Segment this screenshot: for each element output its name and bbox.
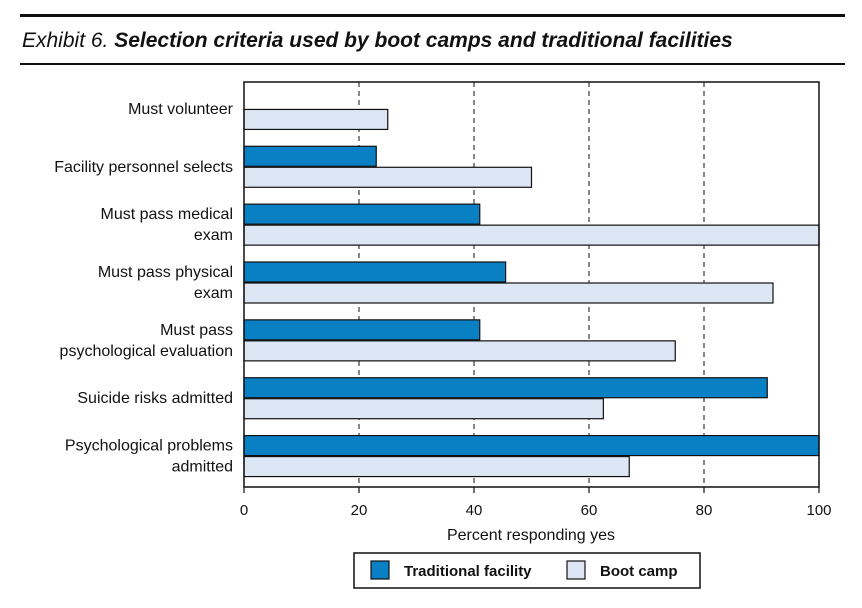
plot-frame: [243, 81, 820, 488]
category-label-line: Facility personnel selects: [54, 159, 233, 176]
legend-swatch-boot-camp: [566, 560, 586, 580]
category-label-line: Suicide risks admitted: [77, 390, 233, 407]
bar-traditional-facility-must-pass-psychological-evaluation: [243, 319, 481, 341]
bar-traditional-facility-must-pass-medical-exam: [243, 203, 481, 225]
category-label-line: Must pass physical: [98, 264, 233, 281]
legend-box: [353, 552, 701, 589]
bar-boot-camp-suicide-risks-admitted: [243, 398, 604, 420]
title-rule-bottom: [20, 63, 845, 65]
category-label-line: psychological evaluation: [60, 343, 233, 360]
category-label-facility-personnel-selects: Facility personnel selects: [54, 159, 233, 176]
bar-boot-camp-must-pass-psychological-evaluation: [243, 340, 676, 362]
x-tick-label-20: 20: [351, 502, 368, 519]
category-label-suicide-risks-admitted: Suicide risks admitted: [77, 390, 233, 407]
category-label-must-pass-medical-exam: Must pass medical exam: [101, 206, 234, 244]
category-label-line: Must volunteer: [128, 101, 234, 118]
x-tick-label-40: 40: [466, 502, 483, 519]
category-label-line: exam: [194, 285, 233, 302]
title-main: Selection criteria used by boot camps an…: [114, 29, 733, 52]
category-label-line: Psychological problems: [65, 438, 233, 455]
category-label-line: Must pass medical: [101, 206, 234, 223]
category-label-line: Must pass: [160, 322, 233, 339]
x-tick-label-60: 60: [581, 502, 598, 519]
legend-swatch-traditional-facility: [370, 560, 390, 580]
category-label-must-pass-physical-exam: Must pass physical exam: [98, 264, 233, 302]
category-label-line: exam: [194, 227, 233, 244]
category-label-line: admitted: [172, 459, 233, 476]
bar-traditional-facility-facility-personnel-selects: [243, 145, 377, 167]
category-labels: Must volunteer Facility personnel selects…: [54, 101, 233, 476]
bar-boot-camp-psychological-problems-admitted: [243, 455, 630, 478]
title-rule-top: [20, 14, 845, 17]
category-label-must-pass-psychological-evaluation: Must pass psychological evaluation: [60, 322, 233, 360]
x-axis-ticks: 0 20 40 60 80 100: [240, 487, 832, 519]
bar-traditional-facility-suicide-risks-admitted: [243, 377, 768, 399]
category-label-must-volunteer: Must volunteer: [128, 101, 234, 118]
category-label-psychological-problems-admitted: Psychological problems admitted: [65, 438, 233, 476]
x-tick-label-0: 0: [240, 502, 248, 519]
title-prefix: Exhibit 6.: [22, 29, 109, 52]
chart-title: Exhibit 6. Selection criteria used by bo…: [22, 29, 733, 53]
bar-boot-camp-must-volunteer: [243, 108, 389, 131]
x-axis-title: Percent responding yes: [447, 527, 615, 544]
x-tick-label-100: 100: [806, 502, 831, 519]
legend-label-boot-camp: Boot camp: [600, 563, 678, 580]
bar-boot-camp-facility-personnel-selects: [243, 166, 533, 188]
legend-label-traditional-facility: Traditional facility: [404, 563, 532, 580]
bar-boot-camp-must-pass-medical-exam: [243, 224, 820, 246]
bar-traditional-facility-psychological-problems-admitted: [243, 434, 820, 457]
x-tick-label-80: 80: [696, 502, 713, 519]
bars: [243, 108, 820, 478]
bar-traditional-facility-must-pass-physical-exam: [243, 261, 507, 283]
bar-boot-camp-must-pass-physical-exam: [243, 282, 774, 304]
legend: Traditional facility Boot camp: [353, 552, 701, 589]
